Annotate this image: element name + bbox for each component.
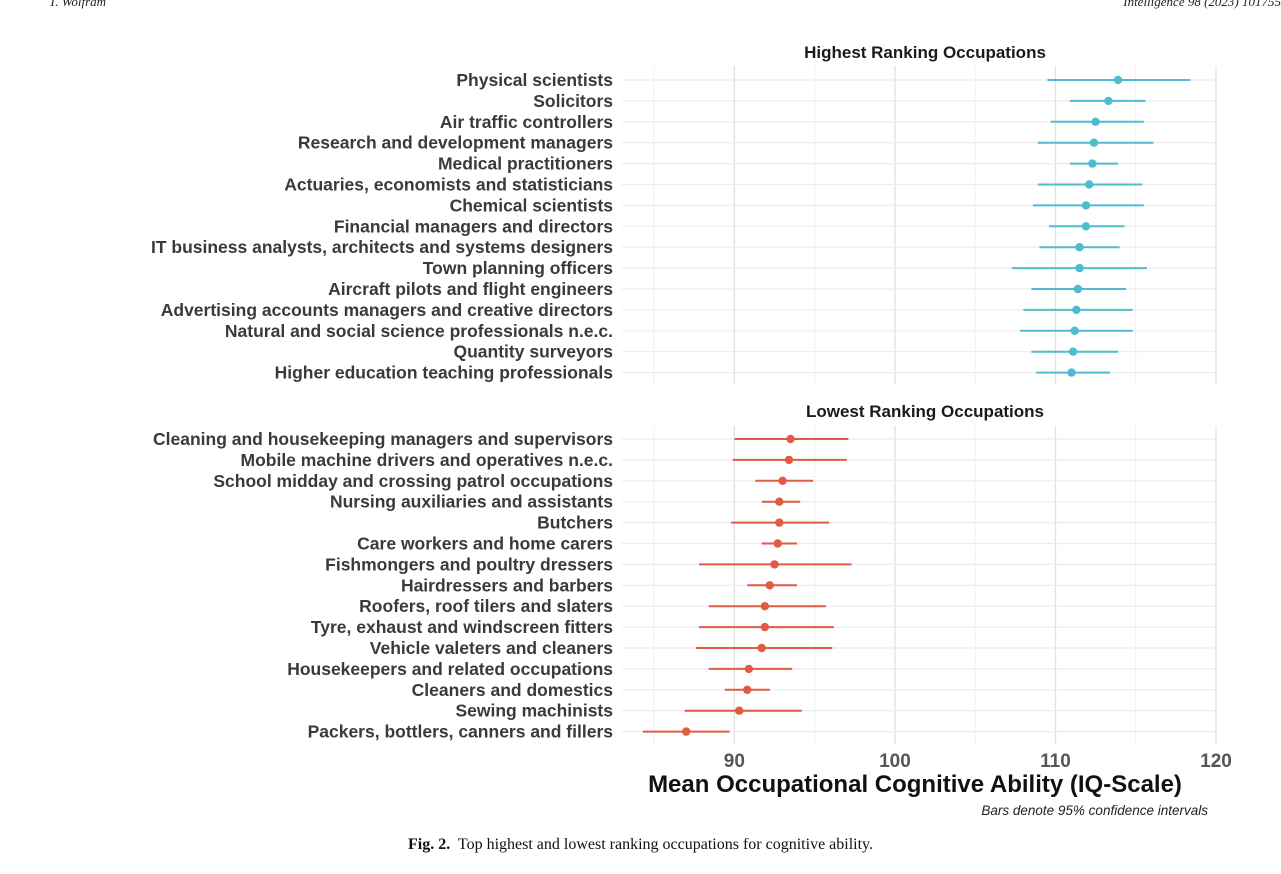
occupation-label: Higher education teaching professionals [275, 363, 614, 383]
occupation-label: Natural and social science professionals… [225, 321, 613, 341]
mean-point [734, 706, 744, 715]
occupation-label: Chemical scientists [450, 195, 614, 215]
panel-title: Lowest Ranking Occupations [806, 402, 1044, 421]
panel-title: Highest Ranking Occupations [804, 43, 1046, 62]
occupation-label: Aircraft pilots and flight engineers [328, 279, 613, 299]
occupation-label: Fishmongers and poultry dressers [325, 554, 613, 574]
mean-point [1084, 180, 1094, 189]
occupation-label: Cleaners and domestics [412, 680, 614, 700]
x-tick-label: 120 [1200, 751, 1232, 772]
confidence-note: Bars denote 95% confidence intervals [981, 803, 1208, 818]
occupation-label: Actuaries, economists and statisticians [284, 175, 613, 195]
occupation-label: Housekeepers and related occupations [287, 659, 613, 679]
mean-point [773, 539, 782, 548]
occupation-label: Vehicle valeters and cleaners [370, 638, 613, 658]
mean-point [682, 727, 691, 736]
mean-point [1081, 222, 1091, 231]
running-header-journal: Intelligence 98 (2023) 101755 [1123, 0, 1281, 9]
mean-point [1104, 96, 1113, 106]
occupation-label: Hairdressers and barbers [401, 575, 613, 595]
mean-point [1075, 263, 1084, 273]
occupation-label: Nursing auxiliaries and assistants [330, 492, 613, 512]
mean-point [1068, 347, 1078, 356]
forest-plot-figure: Highest Ranking Occupations Physical scie… [151, 43, 1232, 818]
mean-point [1113, 75, 1123, 85]
occupation-label: Medical practitioners [438, 154, 613, 174]
occupation-label: Mobile machine drivers and operatives n.… [241, 450, 614, 470]
mean-point [770, 560, 779, 569]
mean-point [760, 602, 770, 611]
figure-label: Fig. 2. [407, 836, 451, 853]
mean-point [1073, 284, 1083, 294]
occupation-label: Sewing machinists [455, 701, 613, 721]
occupation-label: Roofers, roof tilers and slaters [359, 596, 613, 616]
x-tick-label: 90 [724, 751, 745, 772]
occupation-label: Butchers [537, 513, 613, 533]
occupation-label: Air traffic controllers [440, 112, 613, 132]
running-header-author: T. Wolfram [49, 0, 107, 9]
occupation-label: Tyre, exhaust and windscreen fitters [311, 617, 613, 637]
mean-point [760, 622, 770, 632]
x-tick-label: 110 [1040, 751, 1071, 772]
occupation-label: Financial managers and directors [334, 216, 613, 236]
mean-point [1072, 305, 1081, 315]
mean-point [786, 434, 795, 444]
mean-point [765, 581, 774, 590]
occupation-label: Quantity surveyors [454, 342, 614, 362]
occupation-label: Physical scientists [456, 70, 613, 90]
x-axis-title: Mean Occupational Cognitive Ability (IQ-… [648, 771, 1182, 798]
mean-point [1081, 201, 1091, 210]
mean-point [1067, 368, 1076, 377]
occupation-label: Town planning officers [423, 258, 613, 278]
mean-point [1088, 159, 1097, 168]
mean-point [1089, 138, 1099, 147]
x-tick-label: 100 [879, 751, 911, 772]
mean-point [743, 685, 752, 694]
mean-point [784, 455, 794, 465]
figure-caption: Fig. 2. Top highest and lowest ranking o… [0, 836, 1281, 854]
mean-point [744, 664, 754, 674]
mean-point [775, 518, 784, 527]
occupation-label: Packers, bottlers, canners and fillers [308, 722, 614, 742]
mean-point [1091, 117, 1100, 127]
mean-point [778, 476, 787, 485]
occupation-label: Research and development managers [298, 133, 613, 153]
occupation-label: Care workers and home carers [357, 534, 613, 554]
figure-caption-text: Top highest and lowest ranking occupatio… [457, 836, 874, 853]
mean-point [1070, 326, 1079, 335]
mean-point [775, 497, 784, 506]
mean-point [757, 643, 766, 653]
occupation-label: IT business analysts, architects and sys… [151, 237, 613, 257]
occupation-label: Cleaning and housekeeping managers and s… [153, 429, 613, 449]
mean-point [1075, 243, 1084, 252]
occupation-label: Solicitors [533, 91, 613, 111]
occupation-label: Advertising accounts managers and creati… [161, 300, 614, 320]
occupation-label: School midday and crossing patrol occupa… [213, 471, 613, 491]
